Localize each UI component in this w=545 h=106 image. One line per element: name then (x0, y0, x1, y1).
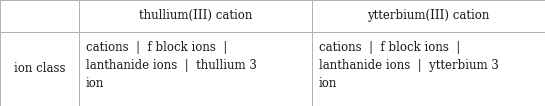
Text: thullium(III) cation: thullium(III) cation (139, 9, 252, 22)
Text: ytterbium(III) cation: ytterbium(III) cation (367, 9, 490, 22)
Bar (312, 0, 545, 32)
Bar (79, 0, 312, 32)
Text: cations  |  f block ions  |
lanthanide ions  |  ytterbium 3
ion: cations | f block ions | lanthanide ions… (318, 41, 499, 90)
Bar (0, 32, 79, 106)
Text: cations  |  f block ions  |
lanthanide ions  |  thullium 3
ion: cations | f block ions | lanthanide ions… (86, 41, 257, 90)
Bar (312, 32, 545, 106)
Bar (79, 32, 312, 106)
Bar (0, 0, 79, 32)
Text: ion class: ion class (14, 62, 65, 75)
